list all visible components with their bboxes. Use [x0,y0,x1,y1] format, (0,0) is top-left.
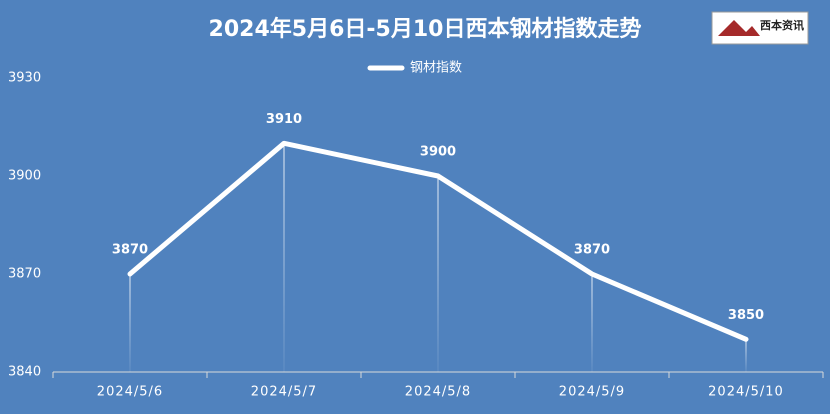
y-tick-label: 3930 [8,71,41,86]
data-label: 3910 [266,112,302,127]
line [127,140,749,342]
y-tick-label: 3840 [8,365,41,380]
x-tick-label: 2024/5/7 [251,385,317,400]
legend-label: 钢材指数 [410,61,462,76]
data-label: 3900 [420,145,456,160]
x-tick-label: 2024/5/6 [97,385,163,400]
x-tick-label: 2024/5/10 [708,385,784,400]
drop-line [591,274,593,372]
drop-line [437,176,439,372]
data-label: 3870 [112,243,148,258]
drop-line [745,339,747,372]
y-tick-label: 3900 [8,169,41,184]
y-tick-label: 3870 [8,267,41,282]
logo-text: 西本资讯 [760,18,804,32]
x-tick-label: 2024/5/9 [559,385,625,400]
drop-line [283,143,285,372]
logo-icon [718,20,760,36]
data-label: 3870 [574,243,610,258]
x-tick-label: 2024/5/8 [405,385,471,400]
logo: 西本资讯 [711,11,809,45]
chart-title: 2024年5月6日-5月10日西本钢材指数走势 [209,16,642,42]
data-label: 3850 [728,308,764,323]
drop-line [129,274,131,372]
